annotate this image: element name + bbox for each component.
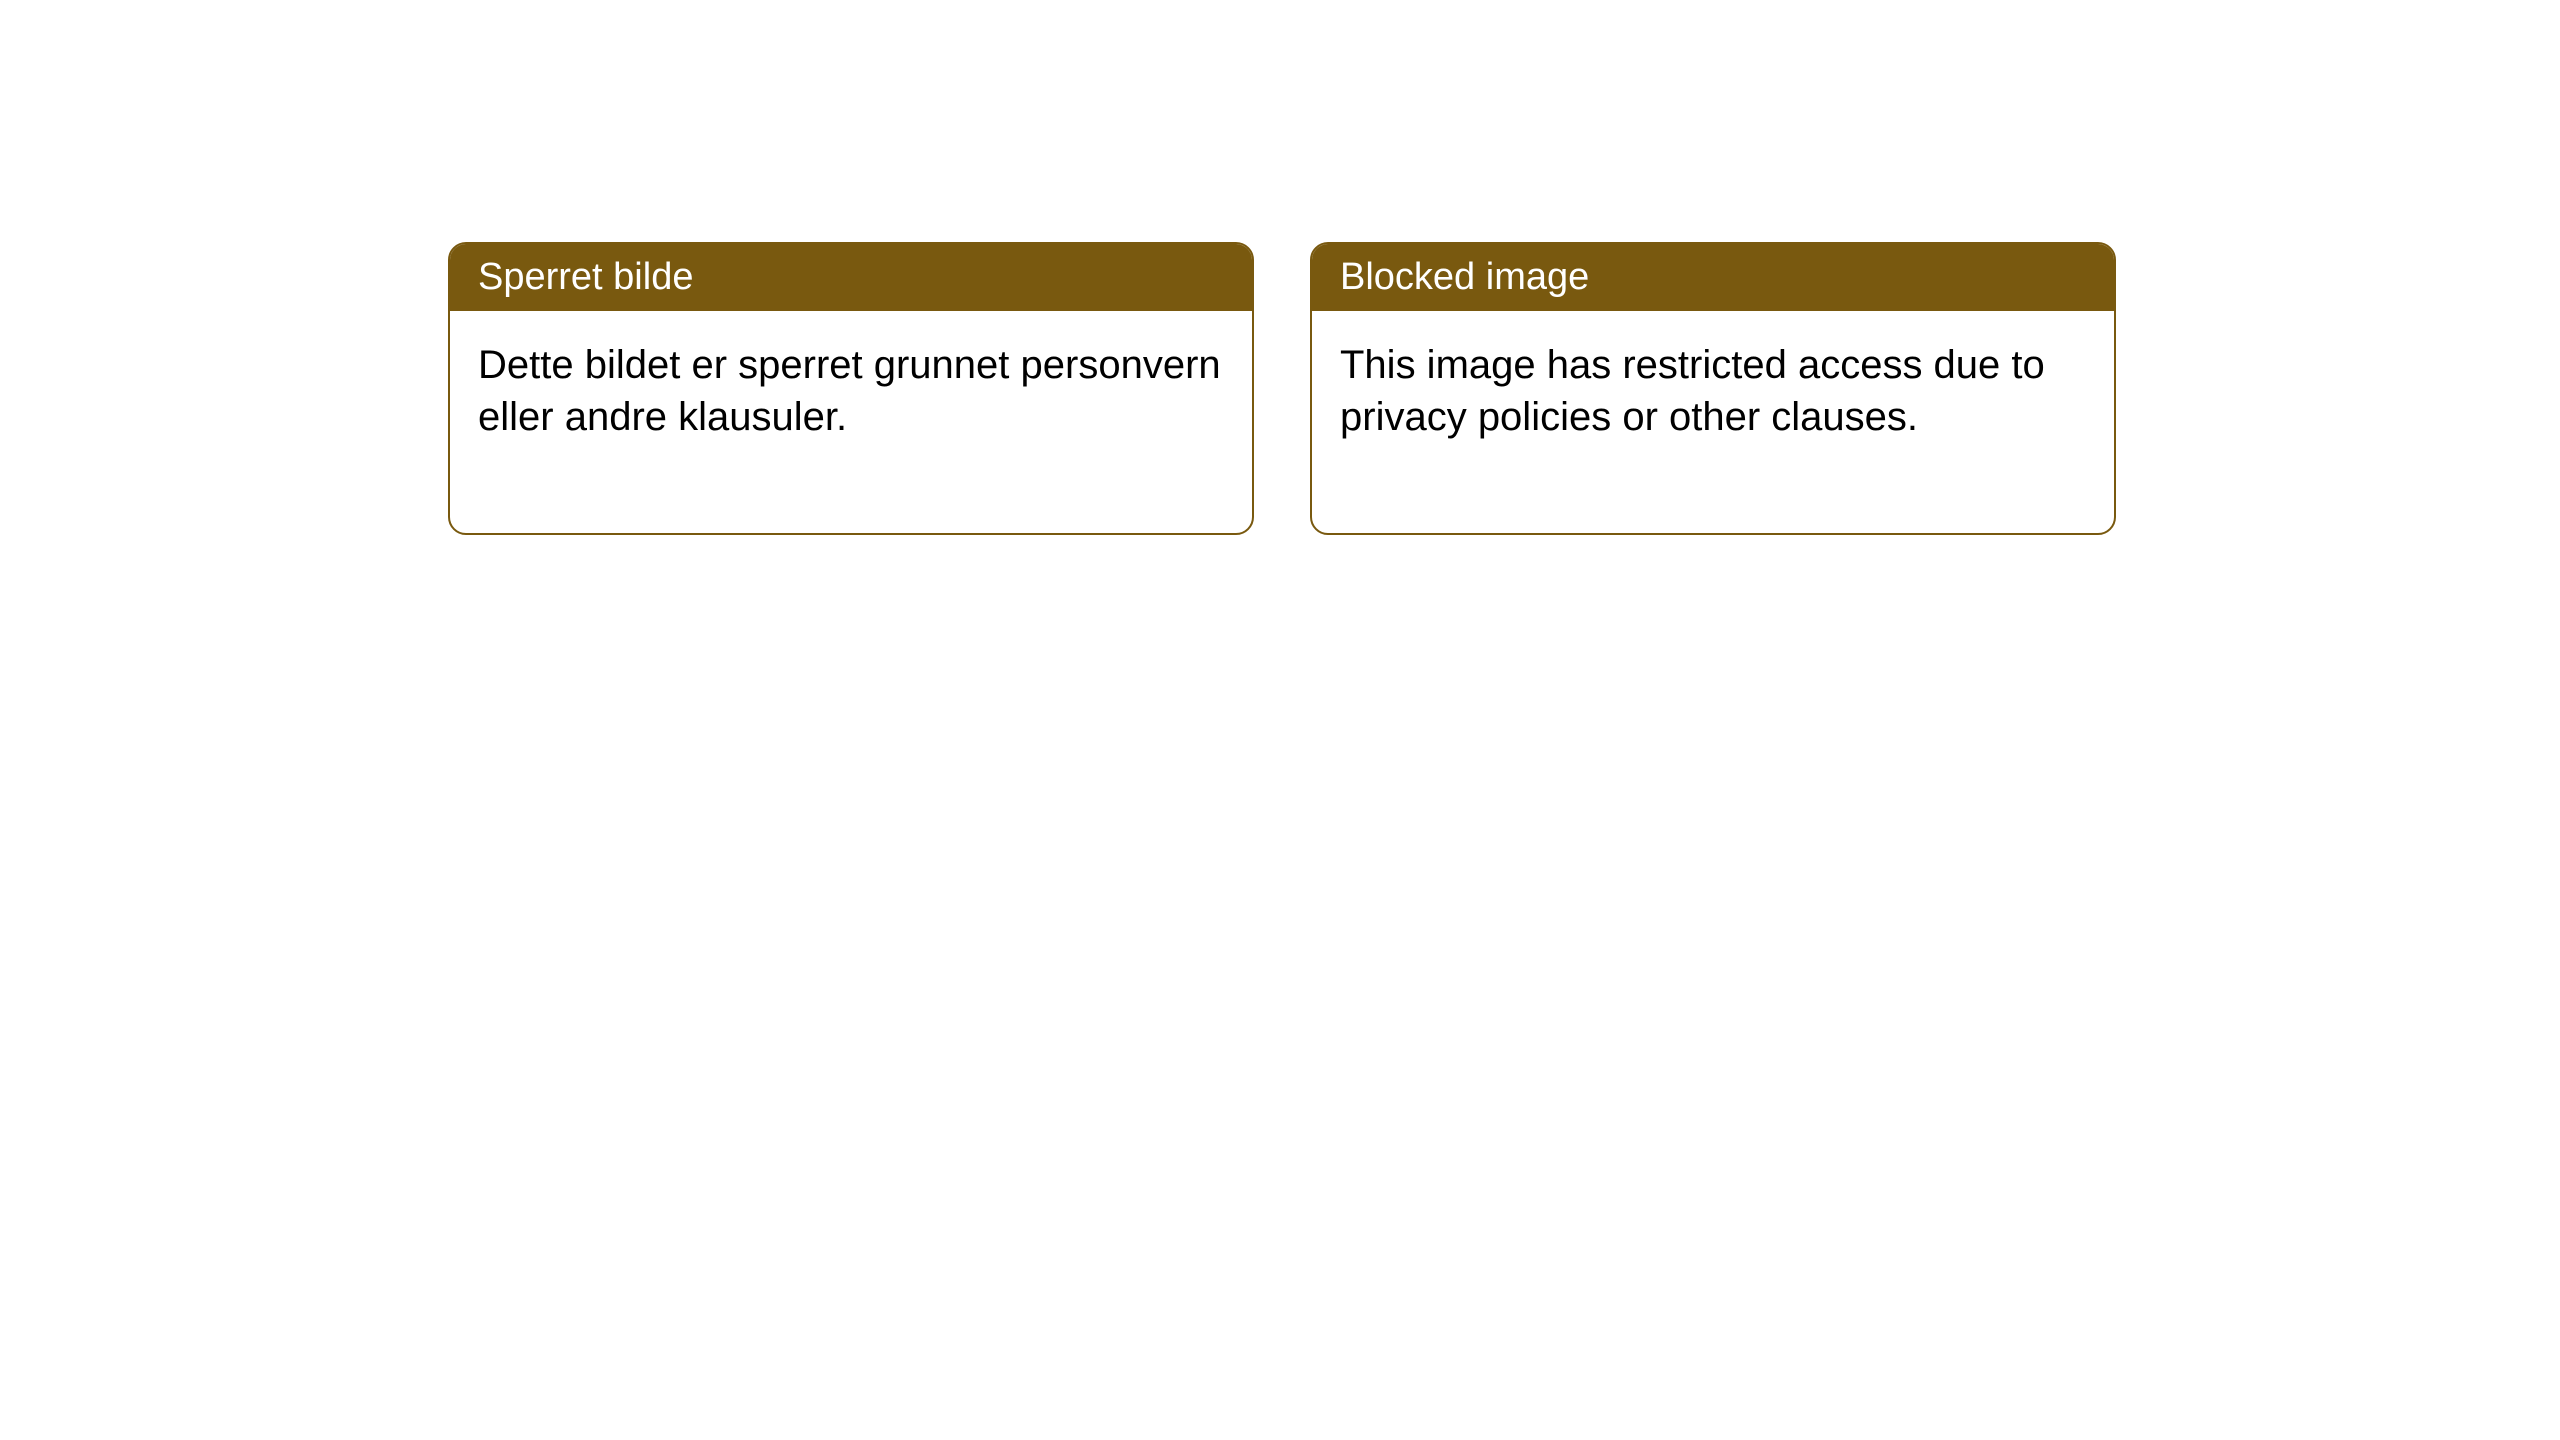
notice-body: Dette bildet er sperret grunnet personve… [450, 311, 1252, 533]
notice-body-text: Dette bildet er sperret grunnet personve… [478, 343, 1221, 439]
notice-body: This image has restricted access due to … [1312, 311, 2114, 533]
notices-container: Sperret bilde Dette bildet er sperret gr… [448, 242, 2116, 535]
notice-title: Blocked image [1340, 256, 1589, 298]
notice-header: Sperret bilde [450, 244, 1252, 311]
notice-body-text: This image has restricted access due to … [1340, 343, 2045, 439]
notice-header: Blocked image [1312, 244, 2114, 311]
notice-box-norwegian: Sperret bilde Dette bildet er sperret gr… [448, 242, 1254, 535]
notice-box-english: Blocked image This image has restricted … [1310, 242, 2116, 535]
notice-title: Sperret bilde [478, 256, 693, 298]
